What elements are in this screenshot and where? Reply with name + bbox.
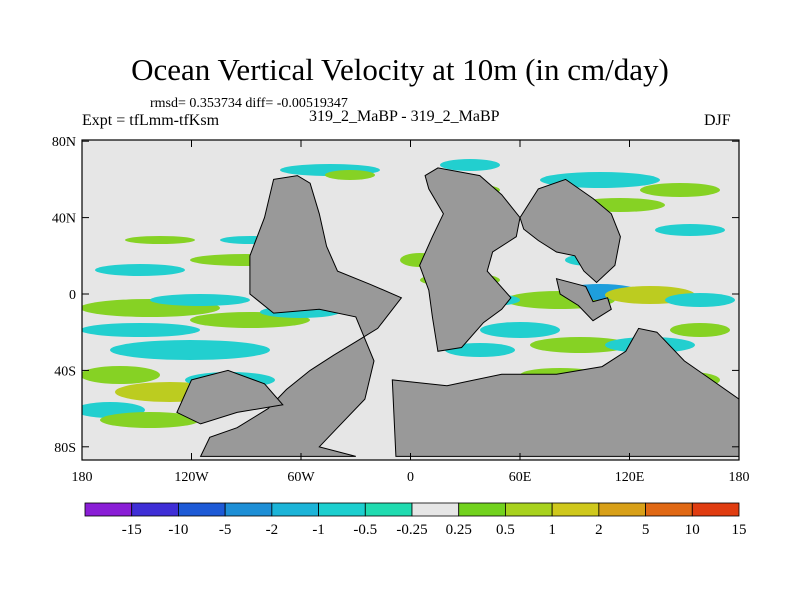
field-patch	[440, 159, 500, 171]
field-patch	[82, 323, 200, 337]
lon-label: 60W	[287, 470, 315, 485]
lat-label: 40N	[52, 212, 76, 227]
colorbar-label: 10	[685, 522, 700, 538]
colorbar-label: -10	[168, 522, 188, 538]
colorbar-label: 1	[548, 522, 556, 538]
field-patch	[640, 183, 720, 197]
colorbar-label: 2	[595, 522, 603, 538]
field-patch	[530, 337, 630, 353]
colorbar-label: 0.5	[496, 522, 515, 538]
lon-label: 180	[72, 470, 93, 485]
colorbar-label: 0.25	[446, 522, 472, 538]
colorbar-label: 5	[642, 522, 650, 538]
colorbar-label: -15	[122, 522, 142, 538]
lon-label: 0	[407, 470, 414, 485]
colorbar-swatch	[645, 502, 693, 517]
latitude-axis: 80N 40N 0 40S 80S	[52, 135, 739, 456]
field-patch	[95, 264, 185, 276]
field-patch	[110, 340, 270, 360]
colorbar-label: -0.5	[353, 522, 377, 538]
longitude-axis: 180 120W 60W 0 60E 120E 180	[72, 140, 750, 485]
lon-label: 120E	[615, 470, 645, 485]
colorbar-swatch	[411, 502, 460, 517]
land-polygon	[176, 369, 284, 425]
colorbar-label: -1	[312, 522, 325, 538]
land-polygon	[419, 167, 521, 352]
field-patch	[665, 293, 735, 307]
field-patch	[150, 294, 250, 306]
runs-label: 319_2_MaBP - 319_2_MaBP	[309, 108, 500, 125]
colorbar: -15 -10 -5 -2 -1 -0.5 -0.25 0.25 0.5 1 2 5 10 15	[84, 502, 747, 538]
colorbar-label: 15	[732, 522, 747, 538]
field-patch	[100, 412, 200, 428]
colorbar-swatch	[458, 502, 506, 517]
lat-label: 40S	[54, 364, 76, 379]
land-polygon	[555, 278, 612, 322]
colorbar-swatch	[131, 502, 179, 517]
colorbar-label: -5	[219, 522, 232, 538]
land-polygon	[199, 175, 403, 457]
colorbar-label: -2	[266, 522, 279, 538]
land-polygon	[391, 327, 739, 457]
lon-label: 120W	[174, 470, 209, 485]
colorbar-swatch	[318, 502, 366, 517]
colorbar-swatch	[364, 502, 413, 517]
colorbar-swatch	[551, 502, 600, 517]
field-patch	[655, 224, 725, 236]
colorbar-swatch	[178, 502, 226, 517]
colorbar-swatch	[505, 502, 553, 517]
colorbar-label: -0.25	[396, 522, 427, 538]
lon-label: 180	[729, 470, 750, 485]
field-patch	[670, 323, 730, 337]
colorbar-swatch	[598, 502, 646, 517]
field-patch	[325, 170, 375, 180]
colorbar-swatch	[224, 502, 273, 517]
field-patch	[125, 236, 195, 244]
experiment-label: Expt = tfLmm-tfKsm	[82, 112, 220, 129]
colorbar-swatch	[271, 502, 319, 517]
colorbar-swatch	[691, 502, 740, 517]
lat-label: 80N	[52, 135, 76, 150]
lat-label: 80S	[54, 441, 76, 456]
lon-label: 60E	[509, 470, 532, 485]
chart-title: Ocean Vertical Velocity at 10m (in cm/da…	[131, 52, 669, 87]
land-mask	[176, 167, 739, 457]
stats-text: rmsd= 0.353734 diff= -0.00519347	[150, 96, 348, 111]
field-patch	[82, 366, 160, 384]
field-patch	[480, 322, 560, 338]
colorbar-swatch	[84, 502, 133, 517]
season-label: DJF	[704, 112, 731, 129]
lat-label: 0	[69, 288, 76, 303]
land-polygon	[519, 178, 621, 284]
